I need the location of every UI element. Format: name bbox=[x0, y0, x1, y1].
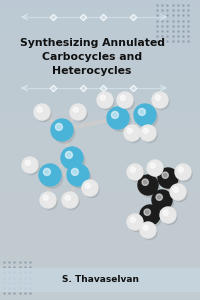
Circle shape bbox=[43, 168, 50, 175]
Circle shape bbox=[61, 147, 83, 169]
Circle shape bbox=[120, 95, 125, 100]
Circle shape bbox=[124, 125, 140, 141]
Circle shape bbox=[70, 167, 91, 188]
Circle shape bbox=[163, 210, 168, 215]
Text: S. Thavaselvan: S. Thavaselvan bbox=[62, 275, 138, 284]
Circle shape bbox=[140, 178, 160, 197]
Circle shape bbox=[62, 192, 78, 208]
Text: Synthesizing Annulated: Synthesizing Annulated bbox=[20, 38, 164, 48]
Circle shape bbox=[25, 160, 30, 165]
Circle shape bbox=[140, 125, 156, 141]
Circle shape bbox=[142, 208, 162, 227]
Circle shape bbox=[55, 123, 62, 130]
Circle shape bbox=[42, 167, 63, 188]
Circle shape bbox=[64, 194, 79, 210]
Circle shape bbox=[42, 194, 57, 210]
Circle shape bbox=[154, 193, 174, 212]
Circle shape bbox=[129, 216, 144, 232]
Circle shape bbox=[99, 94, 114, 110]
Circle shape bbox=[43, 195, 48, 200]
Circle shape bbox=[152, 92, 168, 108]
Text: Heterocycles: Heterocycles bbox=[52, 66, 132, 76]
Circle shape bbox=[155, 95, 160, 100]
Circle shape bbox=[142, 128, 157, 142]
Circle shape bbox=[117, 92, 133, 108]
Text: Carbocycles and: Carbocycles and bbox=[42, 52, 142, 62]
Circle shape bbox=[110, 110, 131, 131]
Circle shape bbox=[162, 172, 168, 178]
Circle shape bbox=[37, 107, 42, 112]
Circle shape bbox=[73, 107, 78, 112]
Circle shape bbox=[142, 224, 157, 240]
Circle shape bbox=[172, 186, 187, 202]
Circle shape bbox=[134, 104, 156, 126]
Circle shape bbox=[143, 128, 148, 133]
Circle shape bbox=[111, 111, 118, 118]
Circle shape bbox=[100, 95, 105, 100]
Circle shape bbox=[119, 94, 134, 110]
Circle shape bbox=[126, 128, 141, 142]
Circle shape bbox=[156, 194, 162, 200]
Circle shape bbox=[127, 128, 132, 133]
Circle shape bbox=[127, 164, 143, 180]
Circle shape bbox=[65, 152, 72, 158]
FancyBboxPatch shape bbox=[0, 268, 200, 292]
Circle shape bbox=[177, 167, 192, 182]
Circle shape bbox=[24, 159, 39, 175]
Circle shape bbox=[34, 104, 50, 120]
Circle shape bbox=[154, 94, 169, 110]
Circle shape bbox=[158, 168, 178, 188]
Circle shape bbox=[70, 104, 86, 120]
Circle shape bbox=[71, 168, 78, 175]
Circle shape bbox=[40, 192, 56, 208]
Circle shape bbox=[138, 175, 158, 195]
Circle shape bbox=[140, 205, 160, 225]
Circle shape bbox=[84, 182, 99, 198]
Circle shape bbox=[51, 119, 73, 141]
Circle shape bbox=[127, 214, 143, 230]
Circle shape bbox=[175, 164, 191, 180]
Circle shape bbox=[67, 164, 89, 186]
Circle shape bbox=[147, 160, 163, 176]
Circle shape bbox=[173, 187, 178, 192]
Circle shape bbox=[54, 122, 75, 143]
Circle shape bbox=[107, 107, 129, 129]
Circle shape bbox=[72, 106, 87, 122]
Circle shape bbox=[140, 222, 156, 238]
Circle shape bbox=[130, 217, 135, 222]
Circle shape bbox=[144, 209, 150, 215]
Circle shape bbox=[97, 92, 113, 108]
Circle shape bbox=[65, 195, 70, 200]
Circle shape bbox=[129, 167, 144, 182]
Circle shape bbox=[149, 162, 164, 178]
Circle shape bbox=[39, 164, 61, 186]
Circle shape bbox=[162, 209, 177, 225]
Circle shape bbox=[142, 179, 148, 185]
Circle shape bbox=[160, 207, 176, 223]
Circle shape bbox=[36, 106, 51, 122]
Circle shape bbox=[137, 107, 158, 128]
Circle shape bbox=[138, 108, 145, 116]
Circle shape bbox=[143, 225, 148, 230]
Circle shape bbox=[160, 171, 180, 190]
Circle shape bbox=[22, 157, 38, 173]
Circle shape bbox=[85, 183, 90, 188]
Circle shape bbox=[178, 167, 183, 172]
Circle shape bbox=[64, 150, 85, 171]
Circle shape bbox=[170, 184, 186, 200]
Circle shape bbox=[150, 163, 155, 168]
Circle shape bbox=[152, 190, 172, 210]
Circle shape bbox=[82, 180, 98, 196]
Circle shape bbox=[130, 167, 135, 172]
